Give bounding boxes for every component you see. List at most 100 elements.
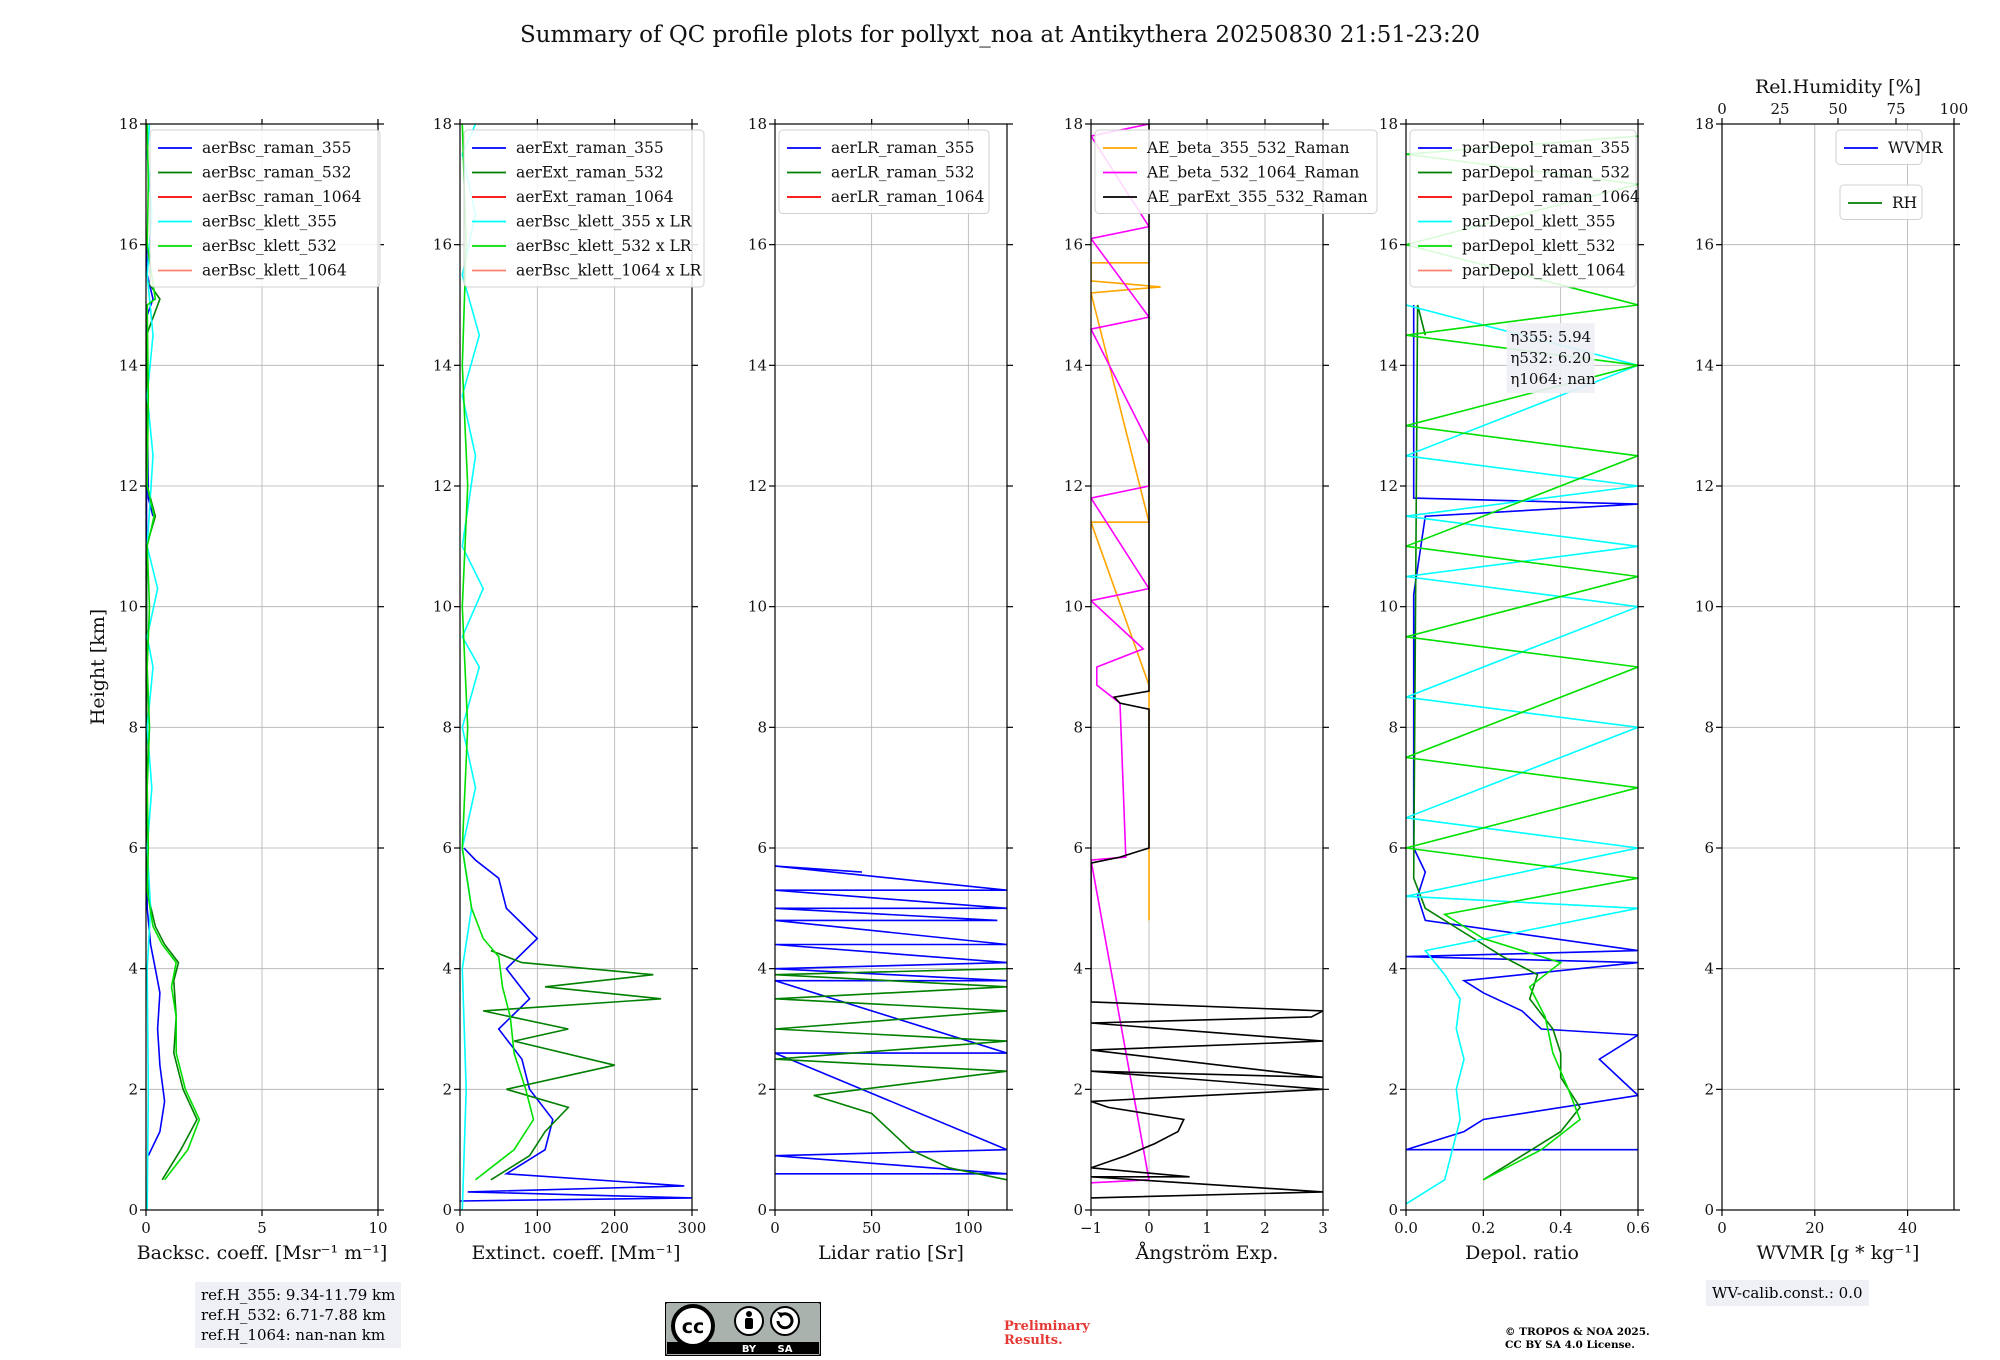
series-group [1406,135,1638,1205]
legend-entry: AE_parExt_355_532_Raman [1146,188,1368,206]
reference-height-box: ref.H_355: 9.34-11.79 km ref.H_532: 6.71… [195,1282,402,1348]
y-tick-label: 10 [1064,598,1083,616]
x-tick-label: 0 [455,1219,465,1237]
legend: aerBsc_raman_355 aerBsc_raman_532 aerBsc_r… [149,129,381,288]
series-line-aerLR_raman_532 [775,967,1007,1181]
chart-panel-5: 0 2 4 6 8 10 12 14 16 18 0.0 0.2 0.4 0.6 Depol. ratio p… [1379,115,1650,1264]
preliminary-line-2: Results. [1004,1333,1063,1348]
legend-entry: aerBsc_klett_1064 x LR [516,262,703,280]
plot-frame [774,123,1008,1211]
legend-frame [778,129,990,214]
x-axis-label: Lidar ratio [Sr] [818,1242,964,1264]
y-tick-label: 12 [1064,477,1083,495]
eta-annotation-line: η355: 5.94 [1510,328,1591,346]
legend-frame [1835,129,1923,165]
x-tick-label: 0 [770,1219,780,1237]
y-tick-label: 4 [128,960,138,978]
top-axis-label: Rel.Humidity [%] [1755,76,1921,98]
y-tick-label: 12 [433,477,452,495]
legend-entry: AE_beta_355_532_Raman [1146,139,1349,157]
y-tick-label: 0 [1388,1201,1398,1219]
legend-entry: aerLR_raman_355 [831,139,974,157]
series-line-parDepol_raman_355 [1406,305,1638,1151]
y-tick-label: 12 [1379,477,1398,495]
y-tick-label: 4 [442,960,452,978]
y-tick-label: 4 [1073,960,1083,978]
legend-entry: RH [1892,194,1917,212]
y-tick-label: 4 [1388,960,1398,978]
y-tick-label: 6 [1073,839,1083,857]
figure-title: Summary of QC profile plots for pollyxt_… [519,22,1481,48]
series-group [146,124,201,1210]
eta-annotation: η355: 5.94 η532: 6.20 η1064: nan [1506,323,1596,394]
legend-entry: parDepol_raman_355 [1462,139,1630,157]
y-tick-label: 18 [1064,115,1083,133]
legend-frame [1409,129,1637,288]
copyright-line-1: © TROPOS & NOA 2025. [1505,1326,1650,1338]
x-tick-label: 0.0 [1394,1219,1418,1237]
x-tick-label: 100 [523,1219,552,1237]
y-tick-label: 10 [1379,598,1398,616]
y-tick-label: 10 [119,598,138,616]
x-tick-label: 100 [954,1219,983,1237]
x-tick-label: 0 [1144,1219,1154,1237]
legend-entry: aerBsc_raman_355 [202,139,352,157]
sa-share-icon [770,1306,800,1336]
series-line-AE_beta_355_532_Raman [1091,261,1161,921]
y-tick-label: 18 [748,115,767,133]
y-tick-label: 10 [748,598,767,616]
legend: parDepol_raman_355 parDepol_raman_532 parD… [1409,129,1640,288]
wv-calibration-box: WV-calib.const.: 0.0 [1706,1280,1869,1306]
cc-logo-icon [671,1304,715,1348]
legend-entry: aerBsc_klett_532 x LR [516,237,693,255]
y-tick-label: 14 [1064,356,1083,374]
chart-panel-2: 0 2 4 6 8 10 12 14 16 18 0 100 200 300 Extinct. coeff.… [433,115,706,1264]
legend-entry: aerBsc_klett_355 [202,213,337,231]
y-tick-label: 8 [1704,718,1714,736]
legend: aerExt_raman_355 aerExt_raman_532 aerExt_r… [463,129,705,288]
y-tick-label: 14 [119,356,138,374]
cc-logo-text: cc [682,1316,705,1338]
legend: WVMR [1835,129,1944,165]
legend-entry: parDepol_klett_355 [1462,213,1615,231]
legend-entry: aerBsc_raman_1064 [202,188,362,206]
x-tick-label: 300 [678,1219,707,1237]
x2-tick-label: 100 [1940,100,1969,118]
y-tick-label: 2 [128,1080,138,1098]
y-tick-label: 8 [757,718,767,736]
y-tick-label: 16 [1379,236,1398,254]
y-tick-label: 18 [1695,115,1714,133]
y-tick-label: 18 [1379,115,1398,133]
y-tick-label: 4 [757,960,767,978]
x-axis-label: Ångström Exp. [1135,1242,1279,1264]
y-tick-label: 8 [442,718,452,736]
series-line-aerBsc_klett_355 [146,124,159,1210]
y-tick-label: 2 [1073,1080,1083,1098]
x-axis-label: Depol. ratio [1465,1242,1579,1264]
x2-tick-label: 75 [1886,100,1905,118]
legend-entry: AE_beta_532_1064_Raman [1146,164,1359,182]
plot-frame [1405,123,1639,1211]
y-tick-label: 2 [442,1080,452,1098]
x-axis-label: WVMR [g * kg⁻¹] [1757,1242,1920,1264]
x-tick-label: 1 [1202,1219,1212,1237]
legend-entry: aerBsc_klett_355 x LR [516,213,693,231]
x-tick-label: 0.2 [1471,1219,1495,1237]
ref-height-1064: ref.H_1064: nan-nan km [201,1326,386,1344]
y-tick-label: 12 [748,477,767,495]
x2-tick-label: 50 [1828,100,1847,118]
y-tick-label: 14 [433,356,452,374]
preliminary-results-label: Preliminary Results. [1004,1320,1090,1348]
eta-annotation-box [1506,323,1595,394]
y-tick-label: 12 [119,477,138,495]
y-tick-label: 6 [128,839,138,857]
series-line-aerExt_raman_355 [460,847,692,1202]
y-tick-label: 10 [1695,598,1714,616]
y-tick-label: 12 [1695,477,1714,495]
sa-label: SA [778,1344,793,1355]
y-tick-label: 6 [1388,839,1398,857]
legend-entry: WVMR [1888,139,1944,157]
legend-entry: parDepol_klett_532 [1462,237,1615,255]
